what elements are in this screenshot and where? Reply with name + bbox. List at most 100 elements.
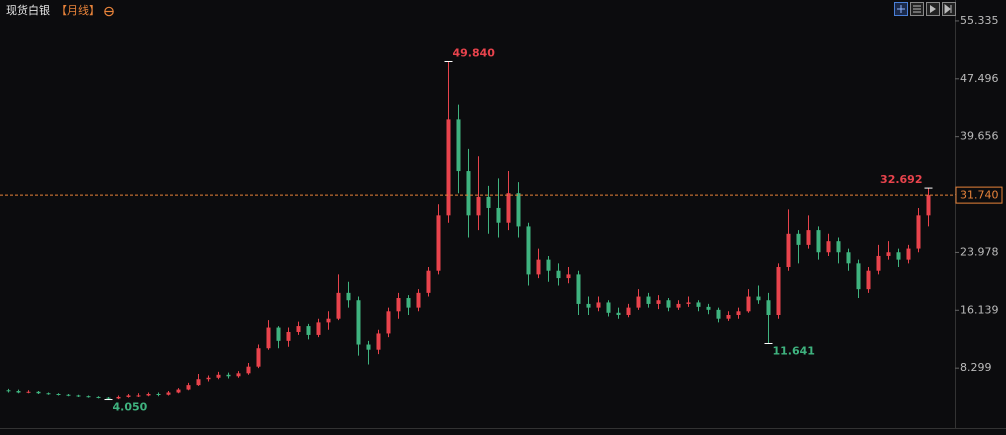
candle-body	[926, 195, 931, 216]
candle-body	[756, 296, 761, 301]
candle-body	[6, 390, 11, 392]
candle-body	[166, 392, 171, 395]
annotation-label: 32.692	[880, 173, 922, 186]
chart-subtitle: 【月线】	[56, 3, 100, 17]
candle-body	[176, 389, 181, 393]
candle-body	[766, 300, 771, 316]
candle-body	[286, 331, 291, 341]
candle-body	[336, 292, 341, 319]
candle-body	[406, 298, 411, 308]
candle-body	[466, 171, 471, 216]
candle-body	[666, 300, 671, 308]
candle-body	[626, 307, 631, 316]
annotation-label: 4.050	[113, 401, 148, 414]
candle-body	[46, 393, 51, 395]
candle-body	[886, 252, 891, 256]
candle-body	[726, 315, 731, 319]
candle-body	[416, 292, 421, 308]
candle-body	[316, 322, 321, 335]
candle-body	[846, 252, 851, 264]
candle-body	[796, 233, 801, 245]
candle-body	[496, 207, 501, 223]
chart-title: 现货白银	[6, 3, 50, 17]
candle-body	[236, 373, 241, 377]
candle-body	[816, 230, 821, 253]
candle-body	[426, 270, 431, 293]
candle-body	[716, 309, 721, 319]
candle-body	[906, 248, 911, 260]
icon	[897, 5, 905, 13]
candle-body	[596, 302, 601, 308]
candle-body	[256, 348, 261, 367]
candle-body	[56, 393, 61, 395]
candle-body	[566, 274, 571, 279]
y-tick-label: 23.978	[960, 245, 999, 258]
candle-body	[386, 311, 391, 334]
candle-body	[346, 292, 351, 301]
candle-body	[586, 303, 591, 308]
candle-body	[656, 300, 661, 304]
candle-body	[856, 263, 861, 290]
candle-body	[106, 397, 111, 399]
candle-body	[356, 300, 361, 345]
y-tick-label: 55.335	[960, 14, 999, 27]
candle-body	[916, 215, 921, 249]
candle-body	[896, 252, 901, 260]
y-tick-label: 39.656	[960, 130, 999, 143]
candle-body	[646, 296, 651, 304]
candle-body	[36, 391, 41, 394]
candle-body	[156, 393, 161, 395]
candle-body	[486, 196, 491, 208]
last-price-box	[955, 186, 1003, 204]
candle-body	[516, 193, 521, 227]
candle-body	[216, 374, 221, 378]
candle-body	[806, 230, 811, 245]
candle-body	[26, 391, 31, 393]
candle-body	[396, 298, 401, 312]
candle-body	[526, 226, 531, 275]
candle-body	[746, 296, 751, 312]
annotation-label: 49.840	[453, 46, 496, 59]
candle-body	[196, 379, 201, 386]
annotation-label: 11.641	[773, 344, 815, 357]
candle-body	[276, 327, 281, 341]
candle-body	[866, 270, 871, 290]
icon	[930, 5, 936, 13]
y-tick-label: 47.496	[960, 72, 999, 85]
candle-body	[446, 119, 451, 216]
candle-body	[536, 259, 541, 275]
candle-body	[546, 259, 551, 271]
candle-body	[456, 119, 461, 172]
settings-icon[interactable]	[104, 6, 114, 17]
candle-body	[206, 377, 211, 380]
candle-body	[786, 233, 791, 268]
y-tick-label: 8.299	[960, 361, 992, 374]
candle-body	[556, 270, 561, 279]
candle-body	[366, 344, 371, 350]
candle-body	[876, 255, 881, 271]
candle-body	[776, 267, 781, 316]
candle-body	[16, 391, 21, 393]
candle-body	[606, 302, 611, 313]
candle-body	[476, 196, 481, 216]
candle-body	[376, 333, 381, 350]
candle-body	[226, 374, 231, 377]
candle-body	[66, 394, 71, 396]
candle-body	[616, 312, 621, 316]
candle-body	[706, 306, 711, 310]
candle-body	[436, 215, 441, 271]
candle-body	[636, 296, 641, 308]
candle-body	[296, 326, 301, 332]
candle-body	[96, 396, 101, 398]
candle-body	[146, 393, 151, 396]
candle-body	[576, 274, 581, 304]
candle-body	[506, 193, 511, 223]
icon	[913, 5, 921, 13]
last-price-label: 31.740	[960, 189, 999, 202]
candle-body	[696, 302, 701, 307]
candle-body	[246, 366, 251, 374]
candle-body	[686, 302, 691, 304]
